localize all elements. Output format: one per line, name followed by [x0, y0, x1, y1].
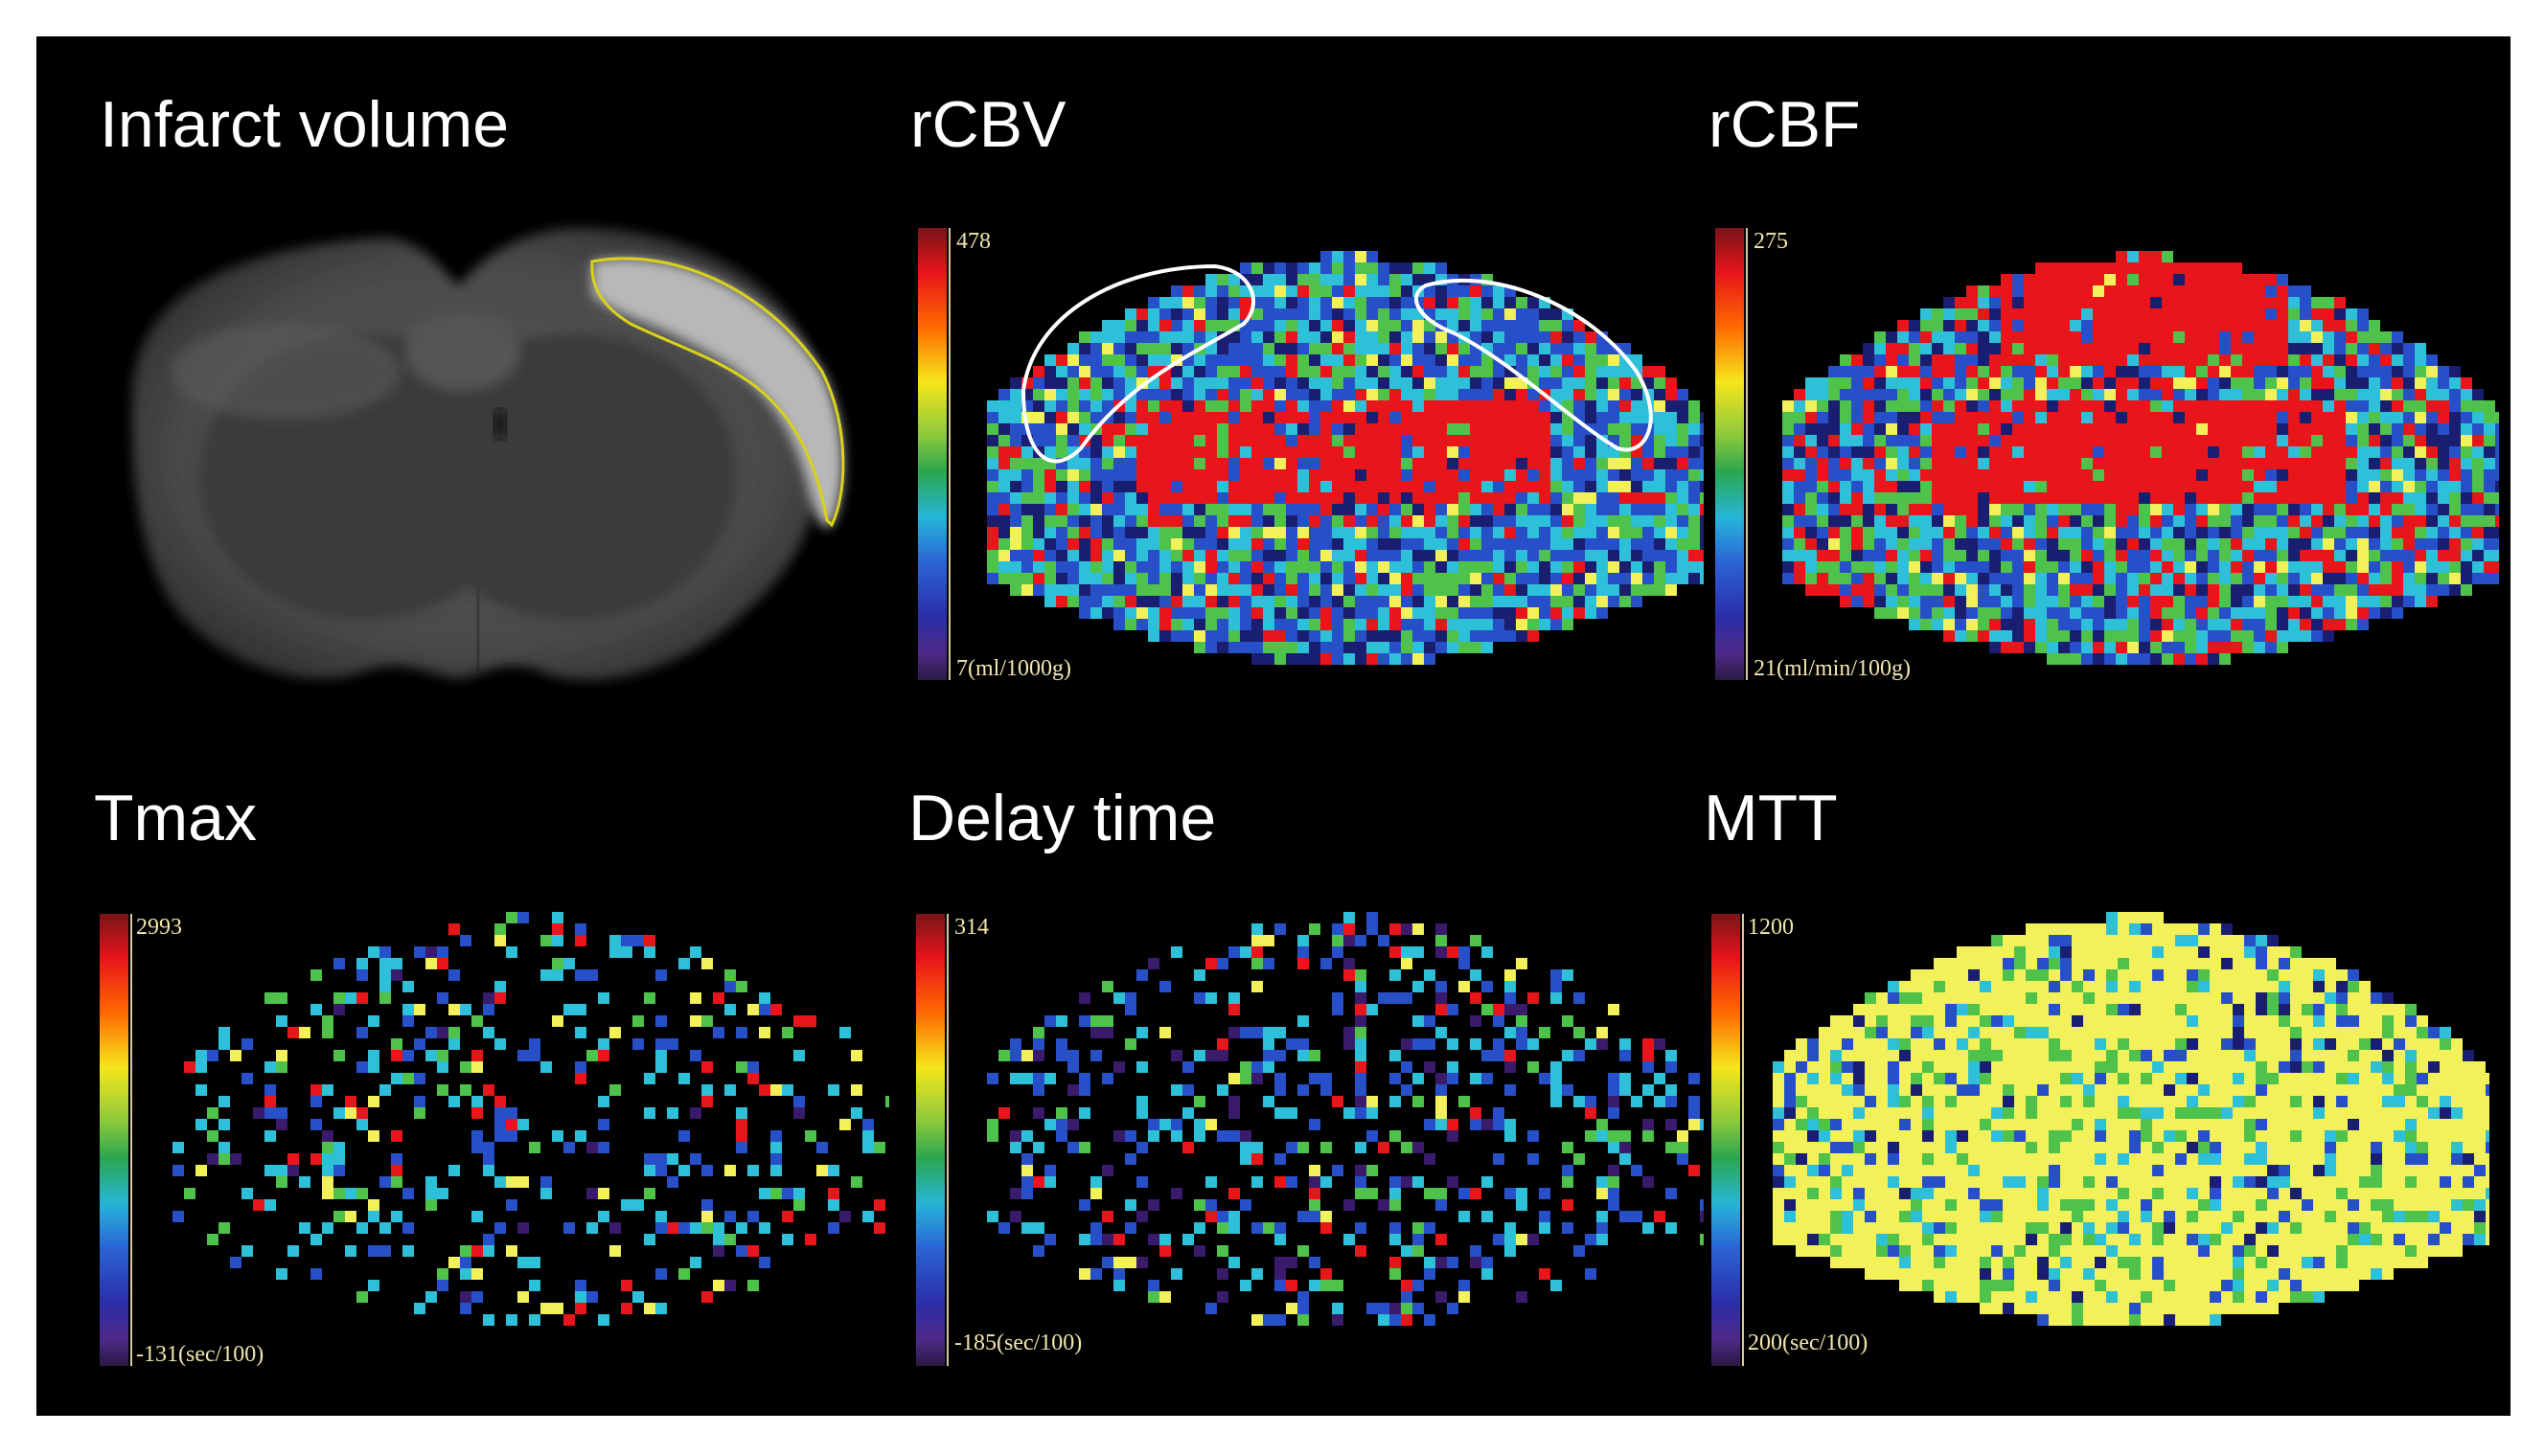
rcbv-scale-max: 478: [956, 229, 991, 254]
roi-outline: [1414, 278, 1653, 452]
infarct-volume-brain-image: [131, 228, 845, 680]
mtt-colorbar: [1711, 914, 1740, 1366]
rcbf-title: rCBF: [1708, 88, 1861, 161]
rcbf-perfusion-map: [1782, 251, 2499, 665]
infarct-outline: [590, 257, 845, 528]
tmax-scale-min: -131(sec/100): [136, 1342, 264, 1367]
rcbf-scale-min: 21(ml/min/100g): [1754, 656, 1911, 681]
rcbf-scale-max: 275: [1754, 229, 1788, 254]
rcbf-colorbar: [1715, 228, 1744, 680]
mtt-title: MTT: [1704, 782, 1838, 854]
delay-time-scale-max: 314: [954, 915, 989, 940]
tmax-perfusion-map: [172, 912, 889, 1326]
tmax-title: Tmax: [94, 782, 257, 854]
infarct-volume-title: Infarct volume: [100, 88, 510, 161]
mtt-perfusion-map: [1773, 912, 2489, 1326]
roi-outline: [1020, 263, 1255, 464]
mtt-scale-min: 200(sec/100): [1748, 1331, 1869, 1355]
delay-time-colorbar: [916, 914, 945, 1366]
delay-time-scale-min: -185(sec/100): [954, 1331, 1083, 1355]
tmax-colorbar: [100, 914, 128, 1366]
delay-time-title: Delay time: [908, 782, 1217, 854]
mtt-scale-max: 1200: [1748, 915, 1794, 940]
figure-panel-grid: Infarct volume rCBV 478 7: [36, 36, 2511, 1416]
delay-time-perfusion-map: [987, 912, 1704, 1326]
rcbv-colorbar: [918, 228, 947, 680]
rcbv-scale-min: 7(ml/1000g): [956, 656, 1071, 681]
tmax-scale-max: 2993: [136, 915, 182, 940]
rcbv-perfusion-map: [987, 251, 1704, 665]
rcbv-title: rCBV: [910, 88, 1066, 161]
